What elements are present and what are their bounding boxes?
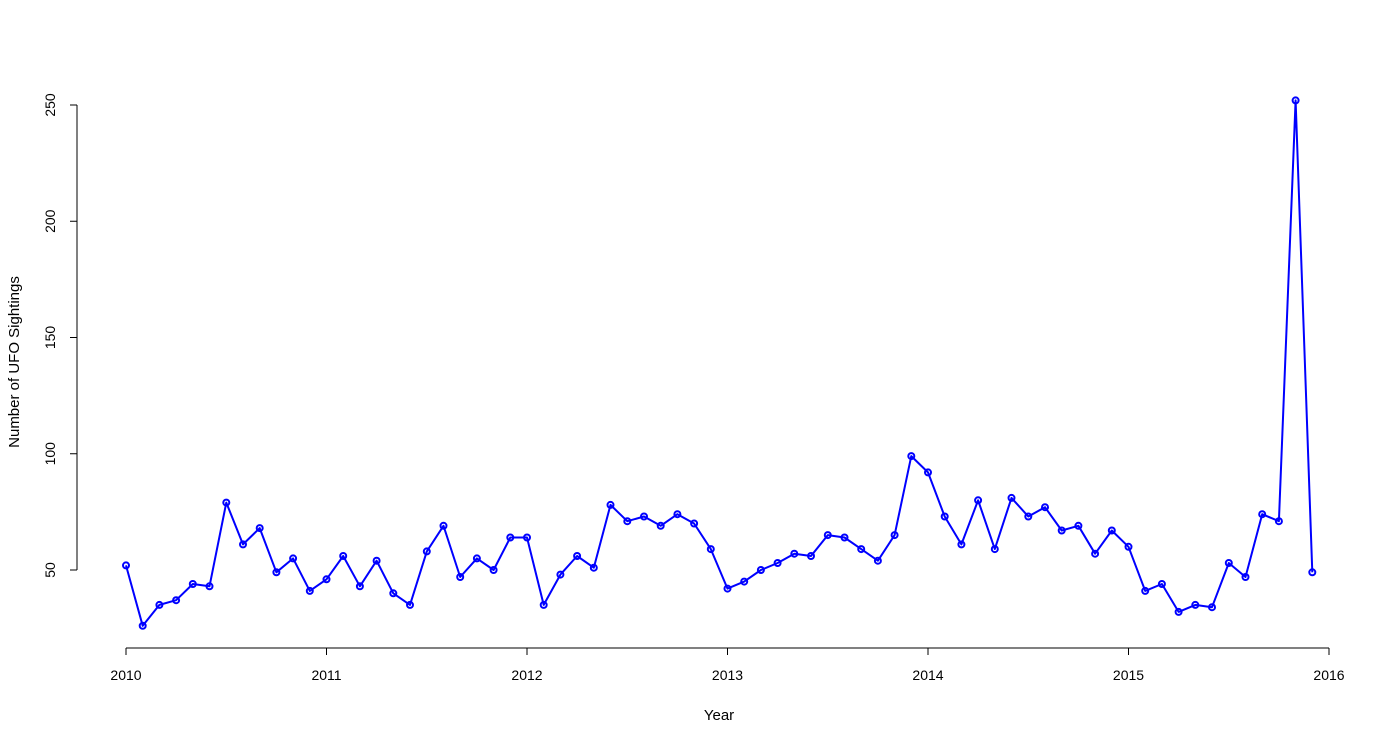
data-point xyxy=(606,500,615,509)
data-point xyxy=(840,533,849,542)
data-point xyxy=(372,556,381,565)
data-point xyxy=(756,566,765,574)
data-point xyxy=(1174,607,1183,616)
data-point xyxy=(1274,517,1283,526)
data-point xyxy=(907,452,916,461)
data-point xyxy=(890,531,899,540)
x-axis-title: Year xyxy=(704,707,734,724)
data-point xyxy=(122,561,130,570)
data-point xyxy=(422,547,431,556)
data-point xyxy=(155,600,164,609)
data-point xyxy=(1041,503,1049,512)
data-point xyxy=(974,496,983,505)
y-tick-label: 250 xyxy=(42,93,58,117)
x-tick-label: 2014 xyxy=(912,667,943,683)
data-point xyxy=(623,517,632,526)
data-point xyxy=(873,556,882,565)
y-tick-label: 150 xyxy=(42,326,58,350)
data-point xyxy=(523,533,531,542)
axes xyxy=(76,105,1329,649)
data-point xyxy=(138,621,147,630)
series-line xyxy=(125,99,1314,627)
data-point xyxy=(1124,542,1133,551)
data-point xyxy=(790,549,799,558)
data-point xyxy=(1191,600,1200,609)
data-point xyxy=(289,554,298,563)
data-point xyxy=(924,468,932,477)
data-point xyxy=(957,540,966,549)
data-point xyxy=(439,521,448,530)
data-point xyxy=(1024,512,1033,521)
data-point xyxy=(1007,493,1016,502)
data-point xyxy=(807,552,815,560)
x-tick-label: 2010 xyxy=(110,667,141,683)
data-point xyxy=(456,573,465,581)
data-point xyxy=(1291,96,1300,105)
data-point xyxy=(506,533,515,542)
data-point xyxy=(940,512,949,521)
data-point xyxy=(1107,526,1116,535)
data-point xyxy=(1258,510,1267,519)
data-point xyxy=(773,559,782,567)
y-tick-label: 100 xyxy=(42,442,58,466)
data-point xyxy=(322,575,331,584)
y-tick-label: 50 xyxy=(42,562,58,578)
data-point xyxy=(723,584,732,593)
x-tick-label: 2016 xyxy=(1313,667,1344,683)
x-tick-label: 2012 xyxy=(511,667,542,683)
data-point xyxy=(489,566,498,574)
data-point xyxy=(556,570,565,579)
data-point xyxy=(990,545,999,554)
data-point xyxy=(339,552,348,560)
data-point xyxy=(389,589,398,598)
data-point xyxy=(222,498,231,507)
data-point xyxy=(239,540,247,549)
data-point xyxy=(406,600,414,609)
data-point xyxy=(823,531,832,540)
data-point xyxy=(355,582,364,591)
series-sightings xyxy=(122,96,1317,630)
data-point xyxy=(188,580,197,588)
data-point xyxy=(640,512,648,521)
data-point xyxy=(573,552,582,560)
data-point xyxy=(205,582,214,591)
data-point xyxy=(305,586,314,595)
x-tick-label: 2011 xyxy=(311,667,341,683)
x-axis-ticks: 2010 2011 2012 2013 2014 2015 2016 xyxy=(110,648,1345,683)
data-point xyxy=(1308,568,1317,577)
data-point xyxy=(1241,573,1250,581)
data-point xyxy=(1057,526,1066,535)
data-point xyxy=(1074,521,1083,530)
data-point xyxy=(539,600,548,609)
x-tick-label: 2013 xyxy=(712,667,743,683)
data-point xyxy=(673,510,682,519)
data-point xyxy=(706,545,715,554)
data-point xyxy=(272,568,281,577)
data-point xyxy=(656,521,665,530)
data-point xyxy=(1091,549,1100,558)
y-axis-ticks: 50 100 150 200 250 xyxy=(42,93,77,578)
data-point xyxy=(472,554,481,563)
data-point xyxy=(1208,603,1216,612)
data-point xyxy=(857,545,866,554)
data-point xyxy=(589,563,598,572)
x-tick-label: 2015 xyxy=(1113,667,1144,683)
data-point xyxy=(172,596,181,605)
data-point xyxy=(1141,586,1150,595)
data-point xyxy=(690,519,699,528)
y-tick-label: 200 xyxy=(42,209,58,233)
data-point xyxy=(1157,580,1166,588)
data-point xyxy=(1224,559,1233,567)
data-point xyxy=(740,577,749,586)
y-axis-title: Number of UFO Sightings xyxy=(6,276,23,448)
data-point xyxy=(255,524,264,533)
